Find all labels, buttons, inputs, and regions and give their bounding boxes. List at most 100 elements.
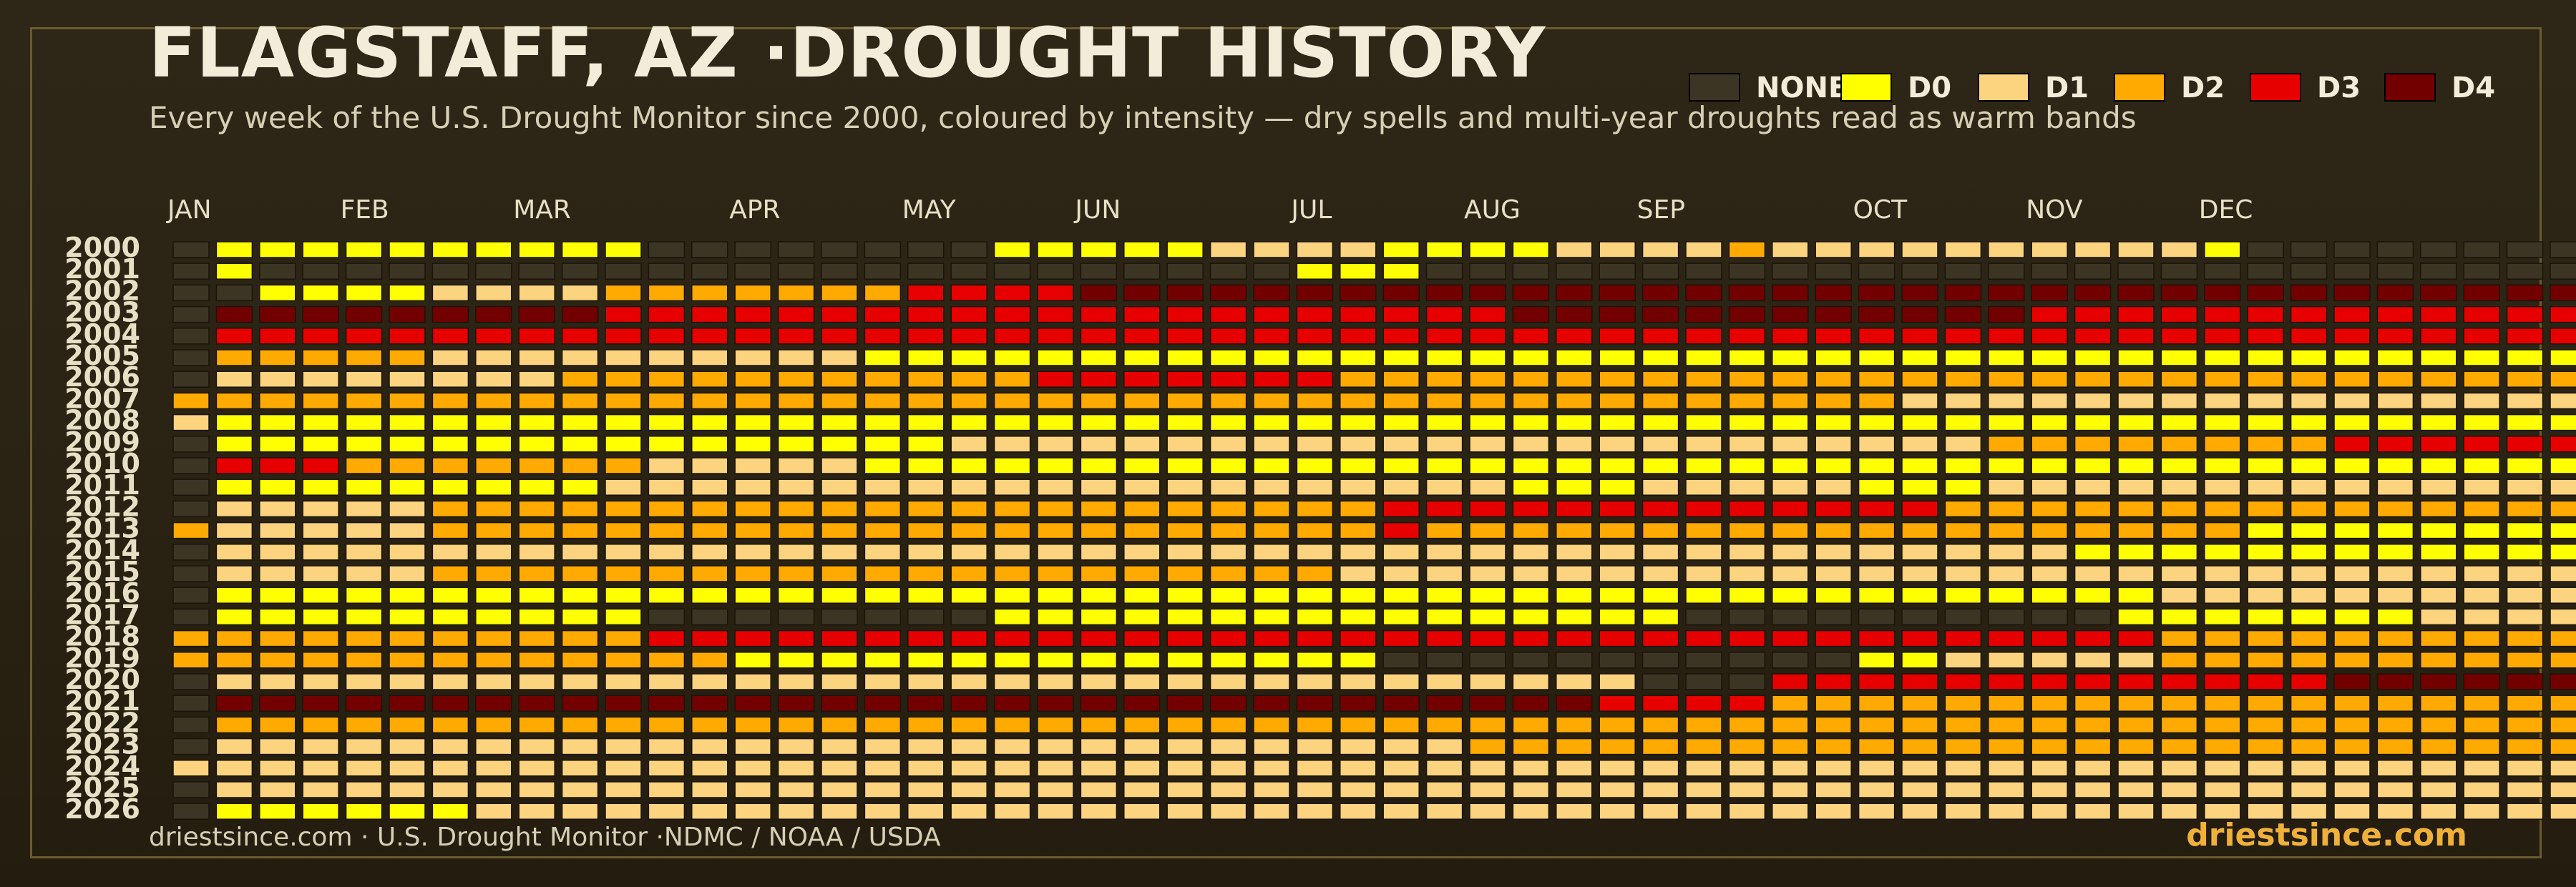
heatmap-cell — [1123, 413, 1161, 431]
heatmap-cell — [2204, 457, 2241, 474]
heatmap-cell — [561, 737, 599, 755]
heatmap-cell — [172, 629, 210, 647]
heatmap-cell — [431, 629, 469, 647]
heatmap-cell — [2160, 392, 2198, 410]
heatmap-cell — [1901, 803, 1938, 820]
heatmap-cell — [734, 608, 771, 626]
heatmap-cell — [1166, 479, 1204, 496]
heatmap-cell — [1858, 587, 1896, 604]
heatmap-cell — [1512, 565, 1550, 582]
heatmap-cell — [1556, 305, 1593, 323]
heatmap-cell — [777, 803, 815, 820]
heatmap-cell — [1599, 608, 1636, 626]
heatmap-cell — [2550, 371, 2576, 388]
heatmap-cell — [907, 737, 945, 755]
heatmap-cell — [605, 500, 642, 518]
heatmap-cell — [1382, 436, 1420, 453]
heatmap-cell — [259, 781, 296, 798]
heatmap-cell — [1685, 284, 1722, 302]
heatmap-cell — [1469, 500, 1506, 518]
chart-title: FLAGSTAFF, AZ ·DROUGHT HISTORY — [149, 13, 1546, 93]
heatmap-cell — [1166, 781, 1204, 798]
heatmap-cell — [431, 544, 469, 561]
heatmap-cell — [1166, 760, 1204, 777]
heatmap-cell — [2463, 479, 2500, 496]
heatmap-cell — [1123, 521, 1161, 539]
heatmap-cell — [1123, 284, 1161, 302]
heatmap-cell — [734, 241, 771, 258]
heatmap-cell — [1599, 629, 1636, 647]
legend-label-none: NONE — [1756, 72, 1848, 104]
heatmap-cell — [1512, 457, 1550, 474]
heatmap-cell — [1425, 349, 1463, 366]
heatmap-cell — [389, 305, 426, 323]
heatmap-cell — [1296, 457, 1334, 474]
heatmap-cell — [1641, 737, 1679, 755]
heatmap-cell — [1253, 608, 1290, 626]
heatmap-cell — [259, 760, 296, 777]
heatmap-cell — [345, 436, 383, 453]
heatmap-cell — [1772, 565, 1809, 582]
heatmap-cell — [605, 587, 642, 604]
heatmap-cell — [1599, 587, 1636, 604]
heatmap-cell — [2550, 716, 2576, 734]
heatmap-cell — [561, 349, 599, 366]
heatmap-cell — [1944, 284, 1982, 302]
month-label: AUG — [1464, 195, 1521, 225]
heatmap-cell — [1166, 328, 1204, 345]
heatmap-cell — [1037, 500, 1074, 518]
heatmap-cell — [302, 803, 339, 820]
heatmap-cell — [2160, 284, 2198, 302]
year-label: 2003 — [64, 297, 140, 328]
heatmap-cell — [1858, 413, 1896, 431]
heatmap-cell — [1296, 760, 1334, 777]
heatmap-cell — [821, 436, 858, 453]
heatmap-cell — [993, 608, 1031, 626]
heatmap-cell — [2031, 500, 2068, 518]
heatmap-cell — [2031, 328, 2068, 345]
heatmap-cell — [389, 500, 426, 518]
heatmap-cell — [648, 608, 686, 626]
heatmap-cell — [1340, 695, 1377, 712]
heatmap-cell — [2117, 737, 2155, 755]
heatmap-cell — [1641, 328, 1679, 345]
heatmap-cell — [1556, 629, 1593, 647]
heatmap-cell — [648, 565, 686, 582]
heatmap-cell — [864, 371, 902, 388]
heatmap-cell — [777, 392, 815, 410]
heatmap-cell — [518, 392, 555, 410]
heatmap-cell — [1037, 241, 1074, 258]
heatmap-cell — [864, 673, 902, 690]
heatmap-cell — [2204, 371, 2241, 388]
heatmap-cell — [993, 413, 1031, 431]
heatmap-cell — [2160, 371, 2198, 388]
heatmap-cell — [2463, 716, 2500, 734]
heatmap-cell — [1296, 328, 1334, 345]
heatmap-cell — [1296, 673, 1334, 690]
heatmap-cell — [1080, 241, 1118, 258]
heatmap-cell — [1469, 349, 1506, 366]
heatmap-cell — [734, 652, 771, 669]
heatmap-cell — [2160, 781, 2198, 798]
heatmap-cell — [2290, 284, 2328, 302]
heatmap-cell — [2031, 413, 2068, 431]
heatmap-cell — [1123, 241, 1161, 258]
heatmap-cell — [2117, 608, 2155, 626]
heatmap-cell — [1901, 652, 1938, 669]
heatmap-cell — [1728, 371, 1766, 388]
heatmap-cell — [1469, 457, 1506, 474]
heatmap-cell — [1599, 500, 1636, 518]
heatmap-cell — [2117, 392, 2155, 410]
heatmap-cell — [215, 328, 253, 345]
heatmap-cell — [2463, 760, 2500, 777]
heatmap-cell — [1253, 737, 1290, 755]
heatmap-cell — [691, 457, 728, 474]
heatmap-cell — [431, 716, 469, 734]
heatmap-cell — [1728, 349, 1766, 366]
heatmap-cell — [1556, 652, 1593, 669]
heatmap-cell — [1901, 305, 1938, 323]
heatmap-cell — [259, 305, 296, 323]
heatmap-cell — [777, 760, 815, 777]
heatmap-cell — [734, 629, 771, 647]
heatmap-cell — [259, 328, 296, 345]
